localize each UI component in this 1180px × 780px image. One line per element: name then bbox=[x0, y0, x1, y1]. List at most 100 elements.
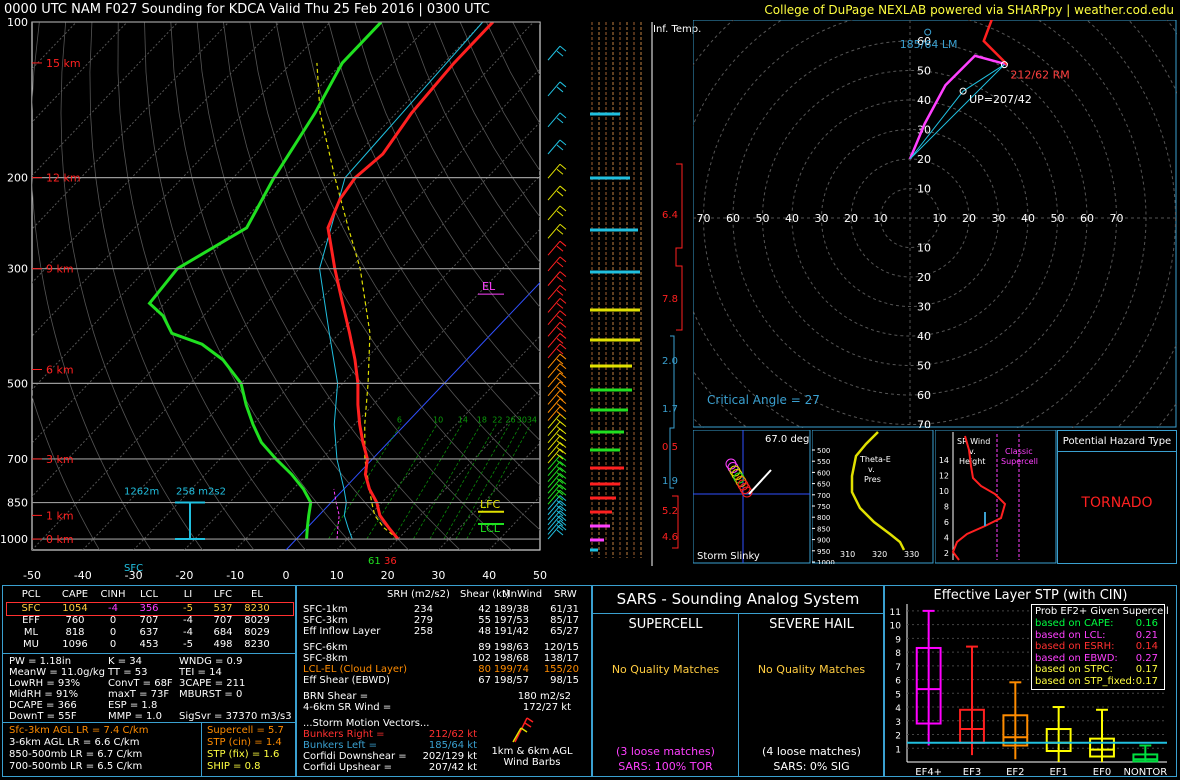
hodo-ring-label: 20 bbox=[917, 271, 931, 284]
parcel-cell: 356 bbox=[139, 603, 159, 614]
wind-barb-flag bbox=[559, 45, 567, 52]
parcel-cell: 818 bbox=[65, 627, 85, 638]
wind-barb-flag bbox=[559, 515, 567, 522]
mixing-ratio-line bbox=[413, 424, 482, 540]
wind-barb-flag bbox=[559, 520, 567, 526]
parcel-header: LI bbox=[183, 589, 193, 600]
thetae-ytick-label: 750 bbox=[817, 503, 830, 511]
motion-label: Corfidi Downshear = bbox=[303, 751, 407, 762]
prob-label: based on EBWD: bbox=[1035, 652, 1118, 664]
wind-barb-flag bbox=[556, 86, 564, 93]
thetae-label: Pres bbox=[864, 475, 881, 484]
parcel-cell: SFC bbox=[21, 603, 41, 614]
wind-barb-flag bbox=[559, 205, 567, 212]
stp-ytick: 10 bbox=[890, 622, 902, 632]
wind-barb-flag bbox=[556, 500, 564, 506]
isotherm-line bbox=[32, 22, 433, 444]
isotherm-line bbox=[539, 549, 540, 550]
kin-cell: 198/63 bbox=[493, 642, 529, 653]
wind-barb bbox=[547, 467, 561, 482]
stp-ytick: 1 bbox=[895, 745, 901, 755]
lcl-label: LCL bbox=[480, 522, 501, 535]
stp-ytick: 11 bbox=[890, 608, 901, 618]
mixing-ratio-label: 14 bbox=[458, 415, 468, 424]
inf-temp-box bbox=[669, 335, 675, 489]
isotherm-line bbox=[32, 22, 331, 337]
inf-temp-value: 2.0 bbox=[662, 356, 678, 367]
wind-barb-flag bbox=[559, 298, 567, 304]
temperature-tick: -20 bbox=[175, 569, 193, 582]
stp-ytick: 5 bbox=[895, 690, 901, 700]
hodo-ring-label: 30 bbox=[917, 301, 931, 314]
mixing-ratio-line bbox=[455, 424, 522, 540]
wind-barb bbox=[547, 398, 561, 413]
stp-ytick: 8 bbox=[895, 649, 901, 659]
isotherm-line bbox=[184, 174, 540, 550]
thermo-panel: PCL CAPE CINH LCL LI LFC EL SFC 1054 -4 356 -5 537 82… bbox=[2, 585, 296, 777]
srwind-label: Height bbox=[959, 457, 985, 466]
wind-barb-flag bbox=[556, 276, 564, 283]
stp-category: EF3 bbox=[963, 767, 981, 776]
divider bbox=[201, 722, 202, 777]
kin-cell: 138/17 bbox=[543, 653, 579, 664]
motion-value: 212/62 kt bbox=[428, 729, 477, 740]
sars-hail-heading: SEVERE HAIL bbox=[769, 617, 854, 632]
wind-barb-flag bbox=[556, 510, 564, 517]
wind-barb bbox=[547, 333, 561, 348]
wind-barb-flag bbox=[556, 418, 564, 425]
srwind-ytick-label: 8 bbox=[944, 503, 949, 512]
kin-cell: 55 bbox=[478, 615, 491, 626]
kin-cell: 42 bbox=[478, 604, 491, 615]
index-right: WNDG = 0.9 bbox=[179, 656, 243, 667]
wind-barb-flag bbox=[559, 185, 567, 192]
isotherm-line bbox=[32, 22, 484, 498]
parcel-cell: EFF bbox=[22, 615, 40, 626]
isotherm-line bbox=[387, 388, 540, 550]
stp-category: NONTOR bbox=[1123, 767, 1167, 776]
sars-supercell-nomatch: No Quality Matches bbox=[611, 663, 720, 676]
prob-value: 0.14 bbox=[1135, 641, 1158, 652]
kin-header: MnWind bbox=[502, 589, 543, 600]
dry-adiabat bbox=[275, 22, 540, 486]
isotherm-line bbox=[32, 22, 179, 177]
stp-box bbox=[1089, 737, 1115, 758]
eff-height-label: 1262m bbox=[124, 487, 159, 498]
hodo-frame bbox=[693, 20, 1177, 428]
dry-adiabat bbox=[485, 22, 540, 125]
slinky-vector bbox=[748, 469, 772, 495]
kin-header: SRH (m2/s2) bbox=[387, 589, 450, 600]
thetae-ytick-label: 650 bbox=[817, 481, 830, 489]
hodo-ring-label: 20 bbox=[962, 212, 976, 225]
inf-temp-value: 1.7 bbox=[662, 404, 678, 415]
thetae-xtick-label: 310 bbox=[840, 550, 855, 559]
wind-barb-flag bbox=[556, 433, 564, 440]
isotherm-line bbox=[336, 335, 540, 550]
temperature-tick: 10 bbox=[330, 569, 344, 582]
hodo-ring-label: 60 bbox=[917, 389, 931, 402]
srwind-ytick-label: 14 bbox=[939, 456, 949, 465]
mixing-ratio-line bbox=[466, 424, 532, 540]
index-mid: MMP = 1.0 bbox=[108, 711, 162, 722]
downdraft-trace bbox=[333, 488, 340, 540]
temperature-tick: 20 bbox=[381, 569, 395, 582]
parcel-cell: 707 bbox=[139, 615, 159, 626]
pressure-tick: 1000 bbox=[0, 533, 28, 546]
wind-barb-flag bbox=[559, 473, 567, 479]
brn-label: BRN Shear = bbox=[303, 691, 369, 702]
index-left: DownT = 55F bbox=[9, 711, 77, 722]
wind-barb-flag bbox=[556, 525, 564, 531]
wind-barb-flag bbox=[556, 489, 564, 496]
mixing-ratio-line bbox=[429, 424, 497, 540]
thetae-ytick-label: 950 bbox=[817, 548, 830, 556]
hazard-panel: Potential Hazard Type TORNADO bbox=[1057, 430, 1177, 564]
wind-barb bbox=[547, 372, 561, 388]
stp-box bbox=[1045, 728, 1072, 753]
skewt-chart: 6 10 14 18 22 26 30 341002003005007008501000-50… bbox=[0, 18, 567, 582]
hazard-value: TORNADO bbox=[1081, 495, 1153, 511]
kin-row-label: SFC-6km bbox=[303, 642, 348, 653]
sars-sig: SARS: 0% SIG bbox=[773, 760, 850, 773]
wind-barb-flag bbox=[559, 381, 567, 388]
prob-title: Prob EF2+ Given Supercell bbox=[1035, 606, 1169, 617]
credit-text: College of DuPage NEXLAB powered via SHA… bbox=[764, 3, 1174, 17]
motion-label: Corfidi Upshear = bbox=[303, 762, 392, 773]
